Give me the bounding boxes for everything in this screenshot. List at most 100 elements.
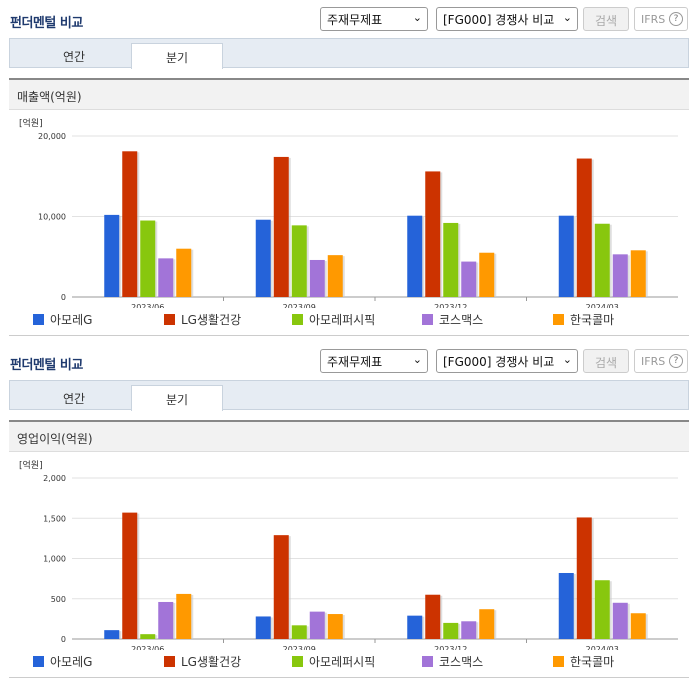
bar[interactable] bbox=[140, 634, 156, 639]
legend-swatch bbox=[164, 656, 175, 667]
bar[interactable] bbox=[176, 593, 192, 639]
ifrs-button[interactable]: IFRS ? bbox=[634, 349, 688, 373]
bar[interactable] bbox=[630, 250, 646, 297]
bar[interactable] bbox=[122, 512, 138, 639]
tab-quarter[interactable]: 분기 bbox=[131, 43, 223, 69]
legend-label: 한국콜마 bbox=[570, 655, 615, 669]
legend-swatch bbox=[292, 314, 303, 325]
legend-item[interactable]: 코스맥스 bbox=[422, 311, 483, 328]
bar[interactable] bbox=[479, 609, 495, 639]
legend-item[interactable]: 아모레퍼시픽 bbox=[292, 311, 375, 328]
bar[interactable] bbox=[309, 259, 325, 297]
unit-label: [억원] bbox=[19, 119, 43, 129]
bar[interactable] bbox=[425, 594, 441, 639]
panel-header: 펀더멘털 비교 주재무제표 ⌄ [FG000] 경쟁사 비교 ⌄ 검색 IFRS… bbox=[0, 0, 696, 34]
tab-quarter[interactable]: 분기 bbox=[131, 385, 223, 411]
bar[interactable] bbox=[140, 220, 156, 297]
peer-group-value: [FG000] 경쟁사 비교 bbox=[443, 13, 555, 27]
peer-group-select[interactable]: [FG000] 경쟁사 비교 ⌄ bbox=[436, 349, 578, 373]
metric-header: 매출액(억원) bbox=[9, 78, 689, 110]
bar[interactable] bbox=[479, 252, 495, 297]
x-tick-label: 2023/09 bbox=[283, 303, 316, 308]
legend-swatch bbox=[33, 314, 44, 325]
legend-label: LG생활건강 bbox=[181, 313, 242, 327]
search-button[interactable]: 검색 bbox=[583, 7, 629, 31]
help-icon[interactable]: ? bbox=[669, 354, 683, 368]
bar[interactable] bbox=[327, 255, 343, 297]
bar[interactable] bbox=[443, 222, 459, 297]
bar[interactable] bbox=[309, 611, 325, 639]
search-button[interactable]: 검색 bbox=[583, 349, 629, 373]
bar[interactable] bbox=[255, 219, 271, 297]
bar[interactable] bbox=[594, 223, 610, 297]
tab-annual[interactable]: 연간 bbox=[62, 392, 86, 406]
legend-label: 코스맥스 bbox=[439, 313, 484, 327]
bar[interactable] bbox=[443, 622, 459, 639]
bar[interactable] bbox=[425, 171, 441, 297]
bar[interactable] bbox=[176, 248, 192, 297]
ifrs-button[interactable]: IFRS ? bbox=[634, 7, 688, 31]
bar[interactable] bbox=[407, 615, 423, 639]
bar[interactable] bbox=[630, 613, 646, 639]
bar[interactable] bbox=[461, 261, 477, 297]
bar[interactable] bbox=[558, 572, 574, 639]
bar[interactable] bbox=[273, 156, 289, 297]
chevron-down-icon: ⌄ bbox=[412, 11, 422, 24]
divider bbox=[9, 677, 689, 678]
period-tabs: 연간 분기 bbox=[9, 38, 689, 69]
bar[interactable] bbox=[104, 214, 120, 297]
bar[interactable] bbox=[291, 225, 307, 297]
metric-label: 매출액(억원) bbox=[17, 90, 82, 104]
tab-annual[interactable]: 연간 bbox=[62, 50, 86, 64]
bar[interactable] bbox=[612, 602, 628, 639]
bar[interactable] bbox=[122, 151, 138, 297]
legend-label: 아모레퍼시픽 bbox=[309, 313, 376, 327]
bar[interactable] bbox=[576, 517, 592, 639]
legend-swatch bbox=[422, 314, 433, 325]
ifrs-label: IFRS bbox=[641, 13, 666, 26]
unit-label: [억원] bbox=[19, 461, 43, 471]
legend-item[interactable]: LG생활건강 bbox=[164, 653, 241, 670]
x-tick-label: 2023/12 bbox=[434, 303, 467, 308]
legend-swatch bbox=[422, 656, 433, 667]
y-tick-label: 10,000 bbox=[38, 213, 66, 222]
legend-item[interactable]: 한국콜마 bbox=[553, 653, 614, 670]
bar[interactable] bbox=[158, 601, 174, 639]
bar[interactable] bbox=[255, 616, 271, 639]
chevron-down-icon: ⌄ bbox=[412, 353, 422, 366]
bar[interactable] bbox=[291, 625, 307, 639]
bar[interactable] bbox=[327, 614, 343, 639]
chevron-down-icon: ⌄ bbox=[562, 353, 572, 366]
legend-item[interactable]: LG생활건강 bbox=[164, 311, 241, 328]
legend-item[interactable]: 한국콜마 bbox=[553, 311, 614, 328]
statement-type-value: 주재무제표 bbox=[327, 13, 383, 27]
panel-title: 펀더멘털 비교 bbox=[10, 16, 83, 31]
bar[interactable] bbox=[461, 621, 477, 639]
bar[interactable] bbox=[594, 580, 610, 639]
bar[interactable] bbox=[158, 258, 174, 297]
x-tick-label: 2023/09 bbox=[283, 645, 316, 650]
chart-legend: 아모레G LG생활건강 아모레퍼시픽 코스맥스 한국콜마 bbox=[0, 653, 696, 671]
peer-group-select[interactable]: [FG000] 경쟁사 비교 ⌄ bbox=[436, 7, 578, 31]
legend-label: 아모레G bbox=[50, 655, 93, 669]
bar[interactable] bbox=[104, 630, 120, 639]
bar[interactable] bbox=[273, 535, 289, 639]
bar[interactable] bbox=[576, 158, 592, 297]
legend-item[interactable]: 아모레G bbox=[33, 311, 92, 328]
legend-label: 아모레퍼시픽 bbox=[309, 655, 376, 669]
legend-item[interactable]: 아모레퍼시픽 bbox=[292, 653, 375, 670]
y-tick-label: 20,000 bbox=[38, 132, 66, 141]
statement-type-select[interactable]: 주재무제표 ⌄ bbox=[320, 7, 428, 31]
legend-item[interactable]: 코스맥스 bbox=[422, 653, 483, 670]
chart-legend: 아모레G LG생활건강 아모레퍼시픽 코스맥스 한국콜마 bbox=[0, 311, 696, 329]
statement-type-select[interactable]: 주재무제표 ⌄ bbox=[320, 349, 428, 373]
help-icon[interactable]: ? bbox=[669, 12, 683, 26]
bar[interactable] bbox=[407, 215, 423, 297]
bar[interactable] bbox=[612, 254, 628, 297]
legend-swatch bbox=[33, 656, 44, 667]
bar[interactable] bbox=[558, 215, 574, 297]
legend-swatch bbox=[292, 656, 303, 667]
chevron-down-icon: ⌄ bbox=[562, 11, 572, 24]
legend-item[interactable]: 아모레G bbox=[33, 653, 92, 670]
metric-header: 영업이익(억원) bbox=[9, 420, 689, 452]
